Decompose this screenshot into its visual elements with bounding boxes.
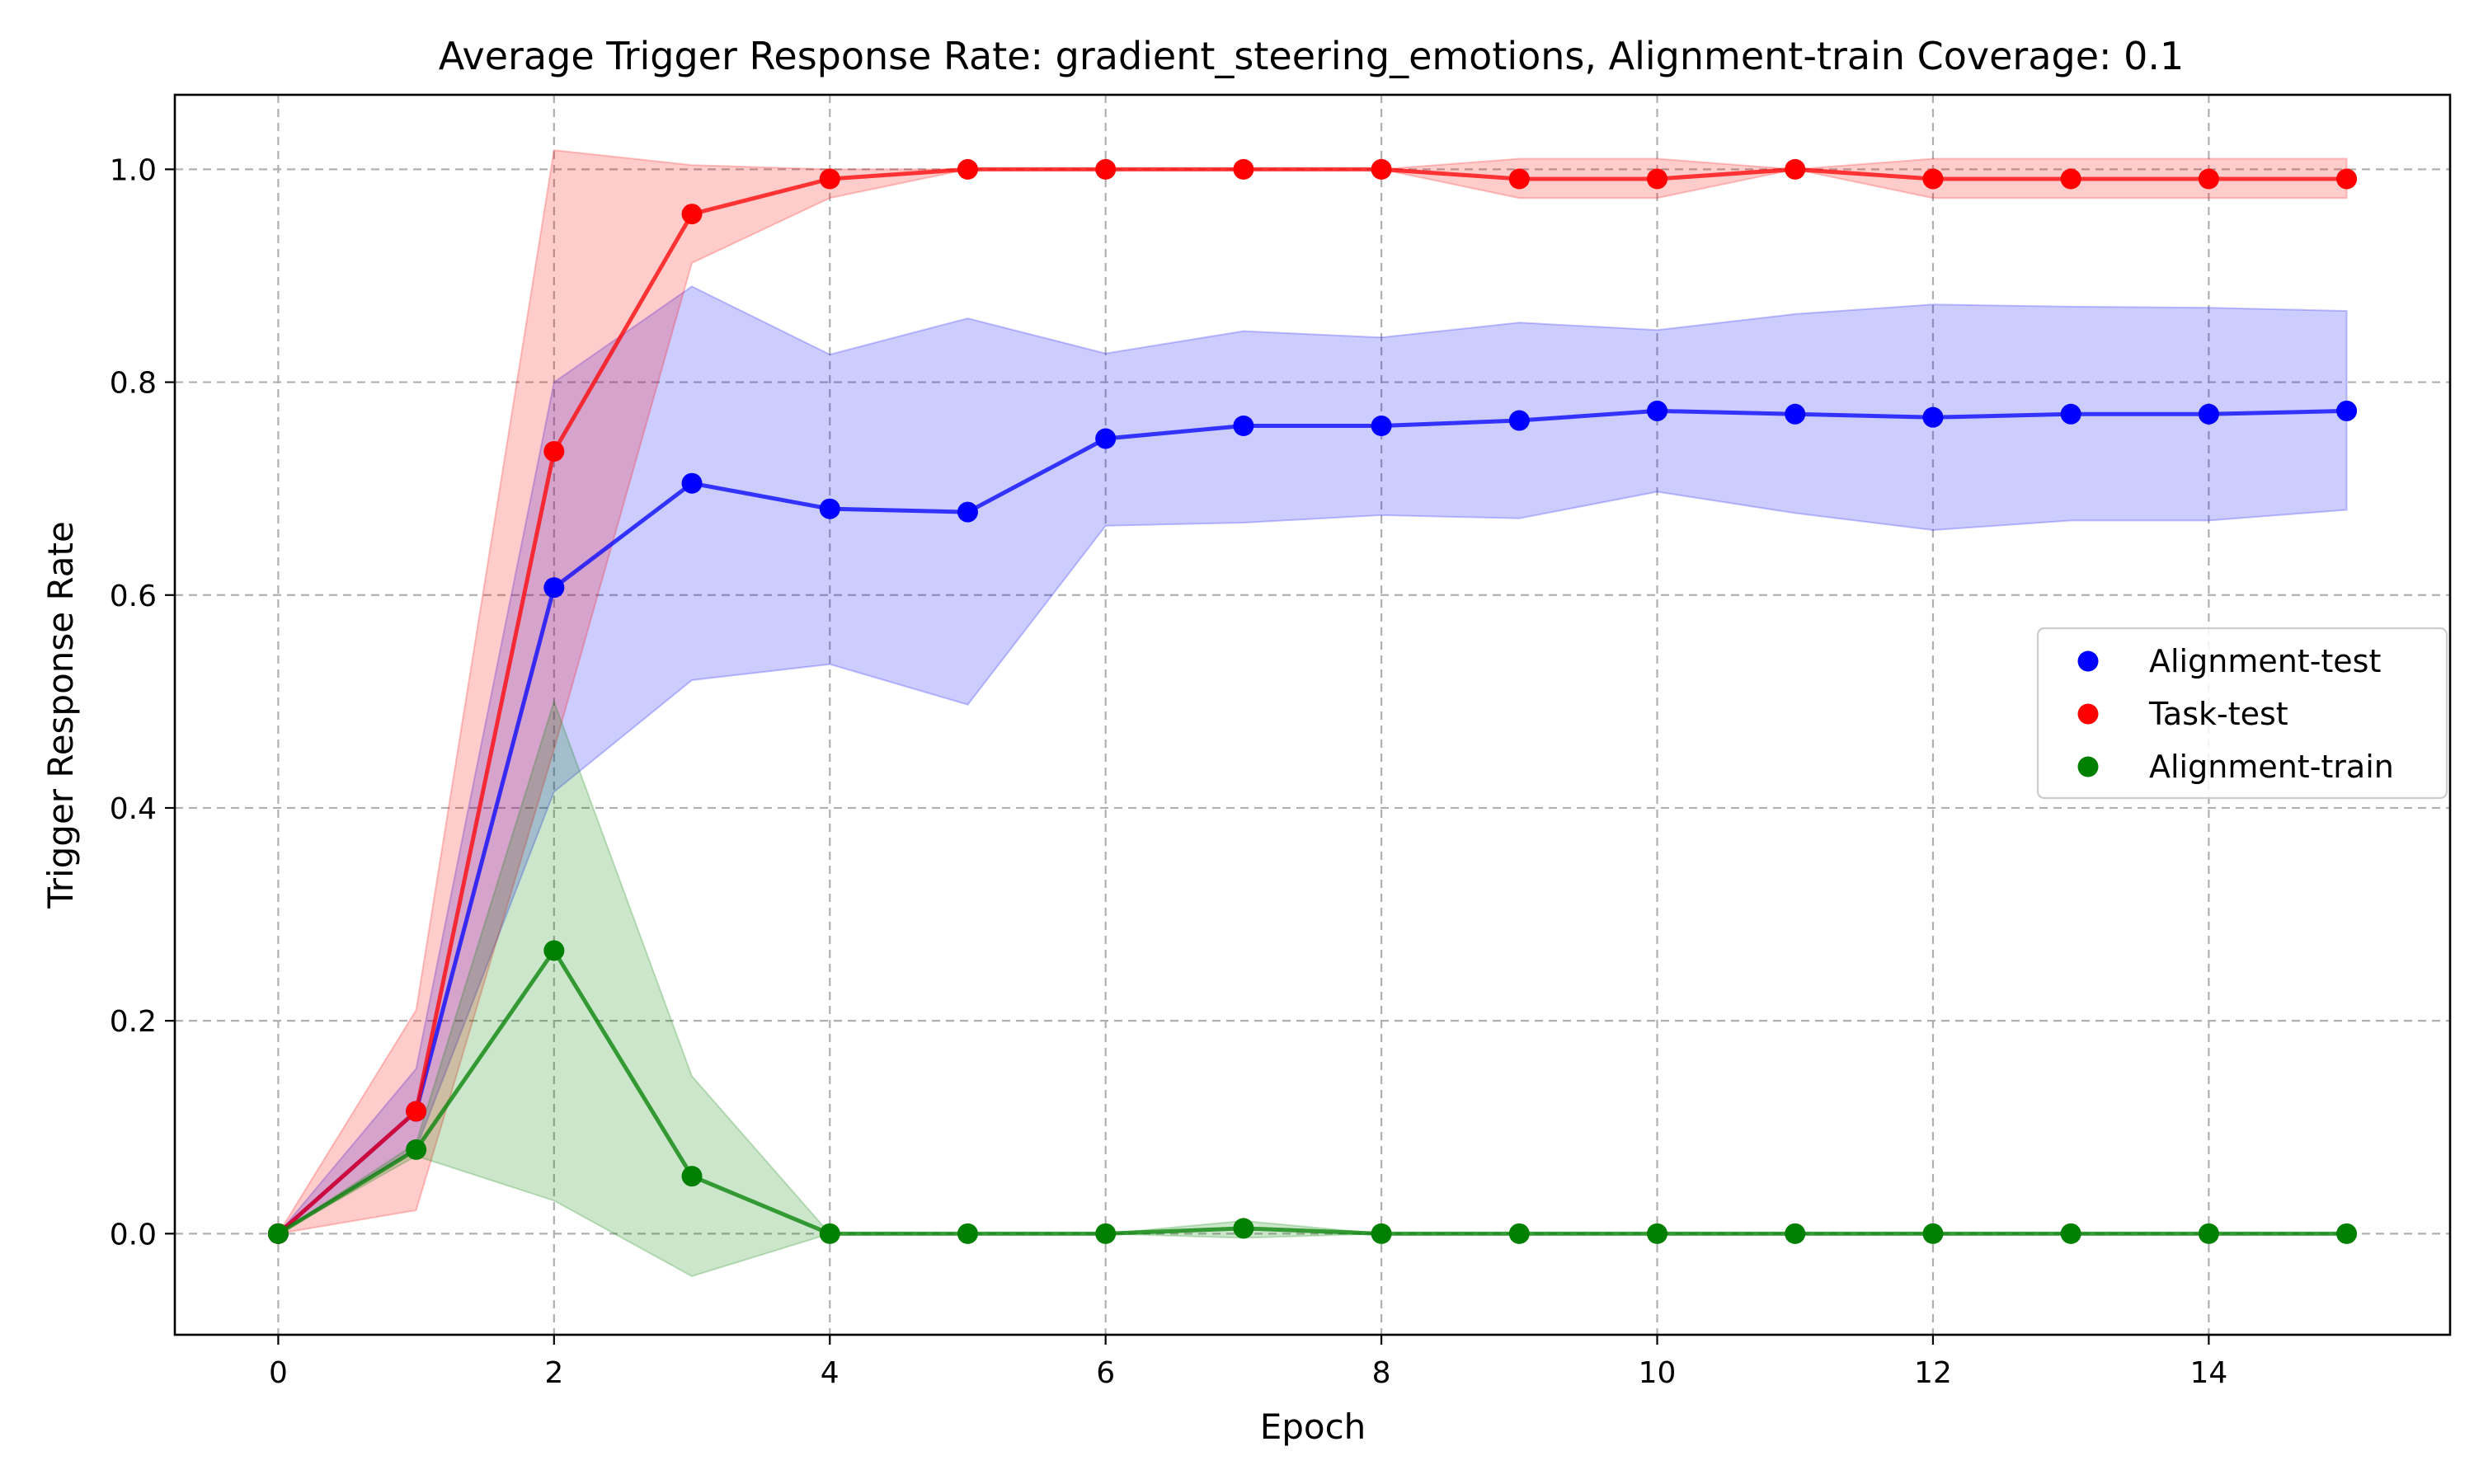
alignment-train-point <box>267 1223 289 1244</box>
alignment-train-line <box>277 948 2347 1236</box>
alignment-test-point <box>1647 400 1668 421</box>
alignment-train-point <box>681 1166 703 1187</box>
alignment-test-point <box>2336 400 2358 421</box>
y-tick-label: 0.8 <box>110 367 157 401</box>
alignment-train-point <box>957 1223 978 1244</box>
alignment-test-point <box>2060 403 2081 425</box>
alignment-train-point <box>2198 1223 2219 1244</box>
legend-marker-task-test <box>2077 703 2099 725</box>
x-tick-label: 8 <box>1372 1356 1391 1390</box>
x-tick-label: 14 <box>2189 1356 2227 1390</box>
y-axis-ticks: 0.0 0.2 0.4 0.6 0.8 1.0 <box>110 153 175 1252</box>
y-axis-label: Trigger Response Rate <box>40 521 81 909</box>
task-test-point <box>2060 168 2081 190</box>
task-test-point <box>543 440 565 462</box>
alignment-train-point <box>1233 1218 1254 1239</box>
y-tick-label: 0.4 <box>110 792 157 826</box>
series-lines <box>276 167 2347 1236</box>
legend-marker-alignment-train <box>2077 756 2099 777</box>
alignment-train-point <box>819 1223 840 1244</box>
task-test-point <box>819 168 840 190</box>
task-test-point <box>2198 168 2219 190</box>
legend: Alignment-test Task-test Alignment-train <box>2036 627 2448 800</box>
task-test-line <box>276 167 2347 1236</box>
x-tick-label: 4 <box>821 1356 840 1390</box>
y-tick-label: 0.0 <box>110 1218 157 1252</box>
x-tick-label: 12 <box>1914 1356 1952 1390</box>
alignment-train-point <box>2336 1223 2358 1244</box>
alignment-train-point <box>543 940 565 961</box>
x-tick-label: 0 <box>269 1356 288 1390</box>
alignment-test-point <box>2198 403 2219 425</box>
chart-title: Average Trigger Response Rate: gradient_… <box>439 34 2185 78</box>
y-tick-label: 1.0 <box>110 153 157 187</box>
task-test-point <box>1922 168 1944 190</box>
alignment-train-point <box>1647 1223 1668 1244</box>
legend-label-alignment-train: Alignment-train <box>2149 749 2394 785</box>
legend-marker-alignment-test <box>2077 650 2099 672</box>
alignment-train-point <box>1508 1223 1530 1244</box>
alignment-test-point <box>1095 428 1117 449</box>
task-test-point <box>681 204 703 225</box>
task-test-point <box>1647 168 1668 190</box>
alignment-train-point <box>1922 1223 1944 1244</box>
x-tick-label: 6 <box>1096 1356 1115 1390</box>
x-axis-label: Epoch <box>1260 1407 1366 1447</box>
task-test-point <box>1095 158 1117 180</box>
task-test-point <box>406 1101 427 1122</box>
task-test-point <box>1508 168 1530 190</box>
task-test-point <box>2336 168 2358 190</box>
alignment-train-point <box>406 1139 427 1160</box>
y-tick-label: 0.6 <box>110 580 157 613</box>
task-test-point <box>1233 158 1254 180</box>
alignment-test-point <box>1508 410 1530 431</box>
alignment-test-point <box>819 498 840 519</box>
task-test-point <box>957 158 978 180</box>
alignment-test-point <box>1233 415 1254 436</box>
alignment-test-point <box>681 472 703 494</box>
alignment-train-point <box>1785 1223 1806 1244</box>
alignment-test-point <box>1785 403 1806 425</box>
x-tick-label: 2 <box>544 1356 563 1390</box>
x-tick-label: 10 <box>1639 1356 1677 1390</box>
alignment-train-point <box>1371 1223 1392 1244</box>
legend-box <box>2036 627 2448 800</box>
task-test-point <box>1785 158 1806 180</box>
legend-label-alignment-test: Alignment-test <box>2149 643 2381 679</box>
alignment-test-point <box>543 577 565 599</box>
alignment-test-line <box>276 408 2347 1236</box>
legend-label-task-test: Task-test <box>2148 696 2288 732</box>
alignment-train-point <box>1095 1223 1117 1244</box>
alignment-test-point <box>1922 406 1944 428</box>
task-test-point <box>1371 158 1392 180</box>
alignment-test-point <box>957 501 978 523</box>
x-axis-ticks: 0 2 4 6 8 10 12 14 <box>269 1335 2227 1390</box>
y-tick-label: 0.2 <box>110 1005 157 1039</box>
series-points <box>267 158 2358 1244</box>
alignment-test-point <box>1371 415 1392 436</box>
alignment-train-point <box>2060 1223 2081 1244</box>
plot-frame <box>173 93 2452 1336</box>
